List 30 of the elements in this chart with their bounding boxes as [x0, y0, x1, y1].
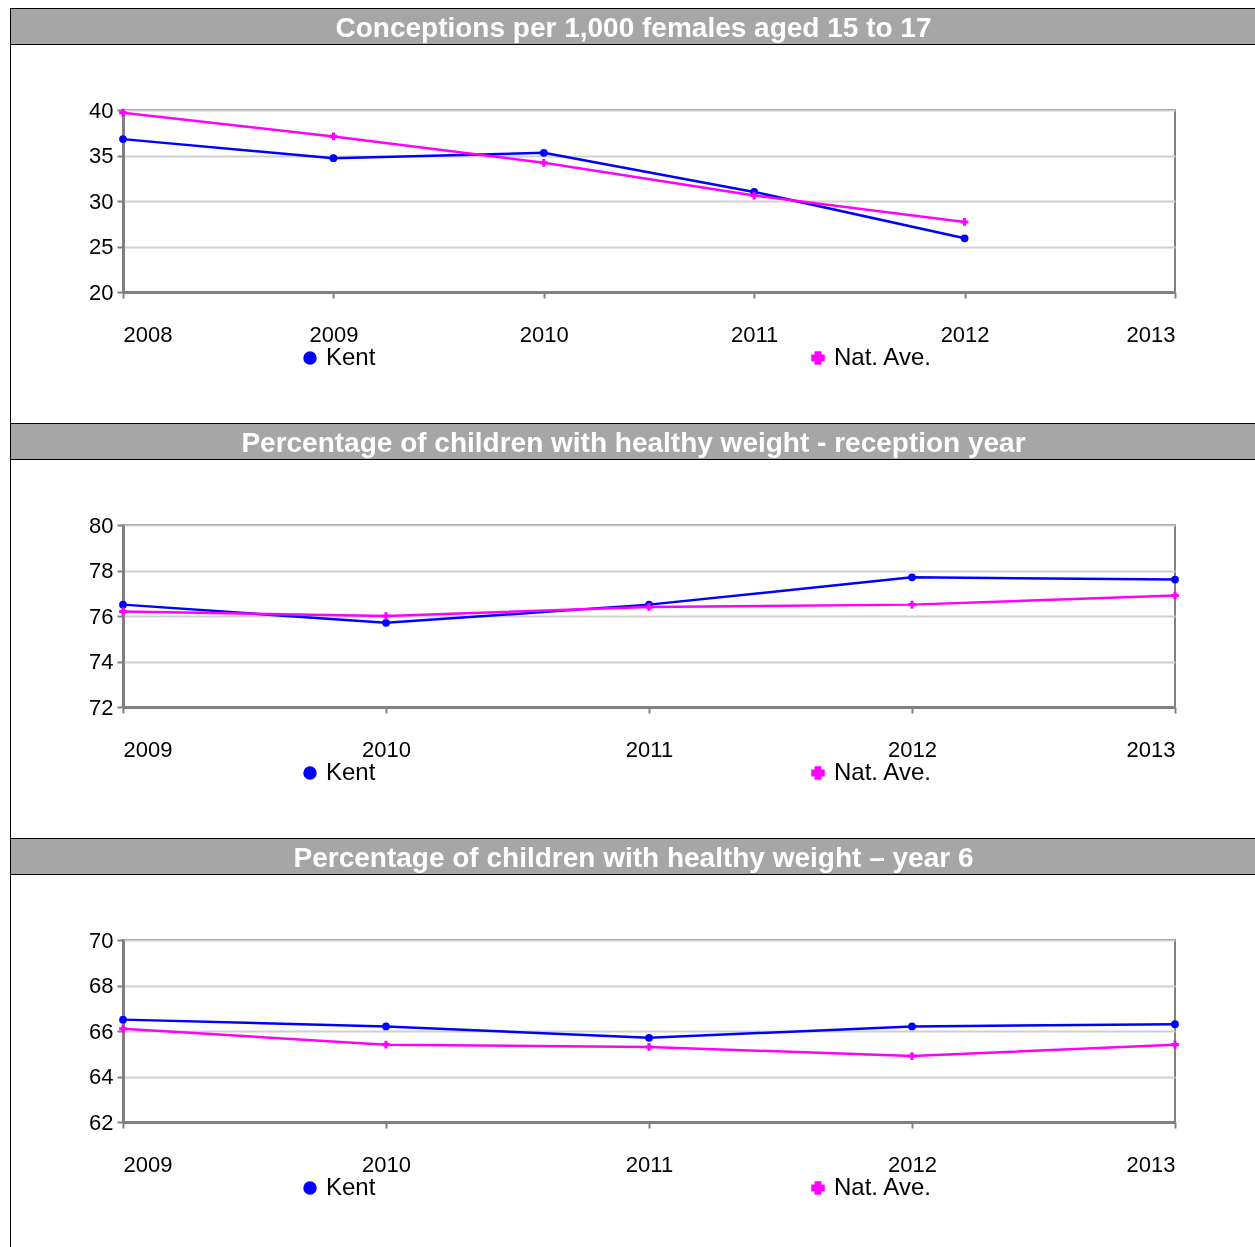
x-tick-label: 2009: [123, 736, 173, 762]
x-tick-label: 2013: [1126, 736, 1176, 762]
y-tick-label: 68: [89, 973, 114, 998]
y-tick-label: 74: [89, 649, 114, 674]
y-tick-label: 66: [89, 1018, 114, 1044]
y-tick-label: 80: [89, 512, 114, 538]
y-tick-label: 25: [89, 234, 114, 259]
x-tick-label: 2013: [1126, 321, 1176, 347]
x-tick-label: 2010: [519, 321, 569, 347]
chart-title: Percentage of children with healthy weight - reception year: [11, 423, 1255, 460]
x-tick-label: 2012: [940, 321, 990, 347]
y-tick-label: 20: [89, 279, 114, 305]
chart-title: Percentage of children with healthy weight – year 6: [11, 838, 1255, 875]
y-tick-label: 35: [89, 143, 114, 168]
chart-title: Conceptions per 1,000 females aged 15 to 17: [11, 8, 1255, 45]
x-tick-label: 2008: [123, 321, 173, 347]
legend-label: Nat. Ave.: [834, 343, 931, 370]
y-tick-label: 30: [89, 188, 114, 214]
y-tick-label: 40: [89, 97, 114, 123]
y-tick-label: 62: [89, 1109, 114, 1135]
x-tick-label: 2011: [731, 321, 779, 347]
y-tick-label: 72: [89, 694, 114, 720]
x-tick-label: 2013: [1126, 1151, 1176, 1177]
x-tick-label: 2011: [625, 736, 674, 762]
y-tick-label: 64: [89, 1064, 114, 1089]
y-tick-label: 76: [89, 603, 114, 629]
y-tick-label: 70: [89, 927, 114, 953]
x-tick-label: 2009: [123, 1151, 173, 1177]
y-tick-label: 78: [89, 558, 114, 583]
x-tick-label: 2011: [625, 1151, 674, 1177]
